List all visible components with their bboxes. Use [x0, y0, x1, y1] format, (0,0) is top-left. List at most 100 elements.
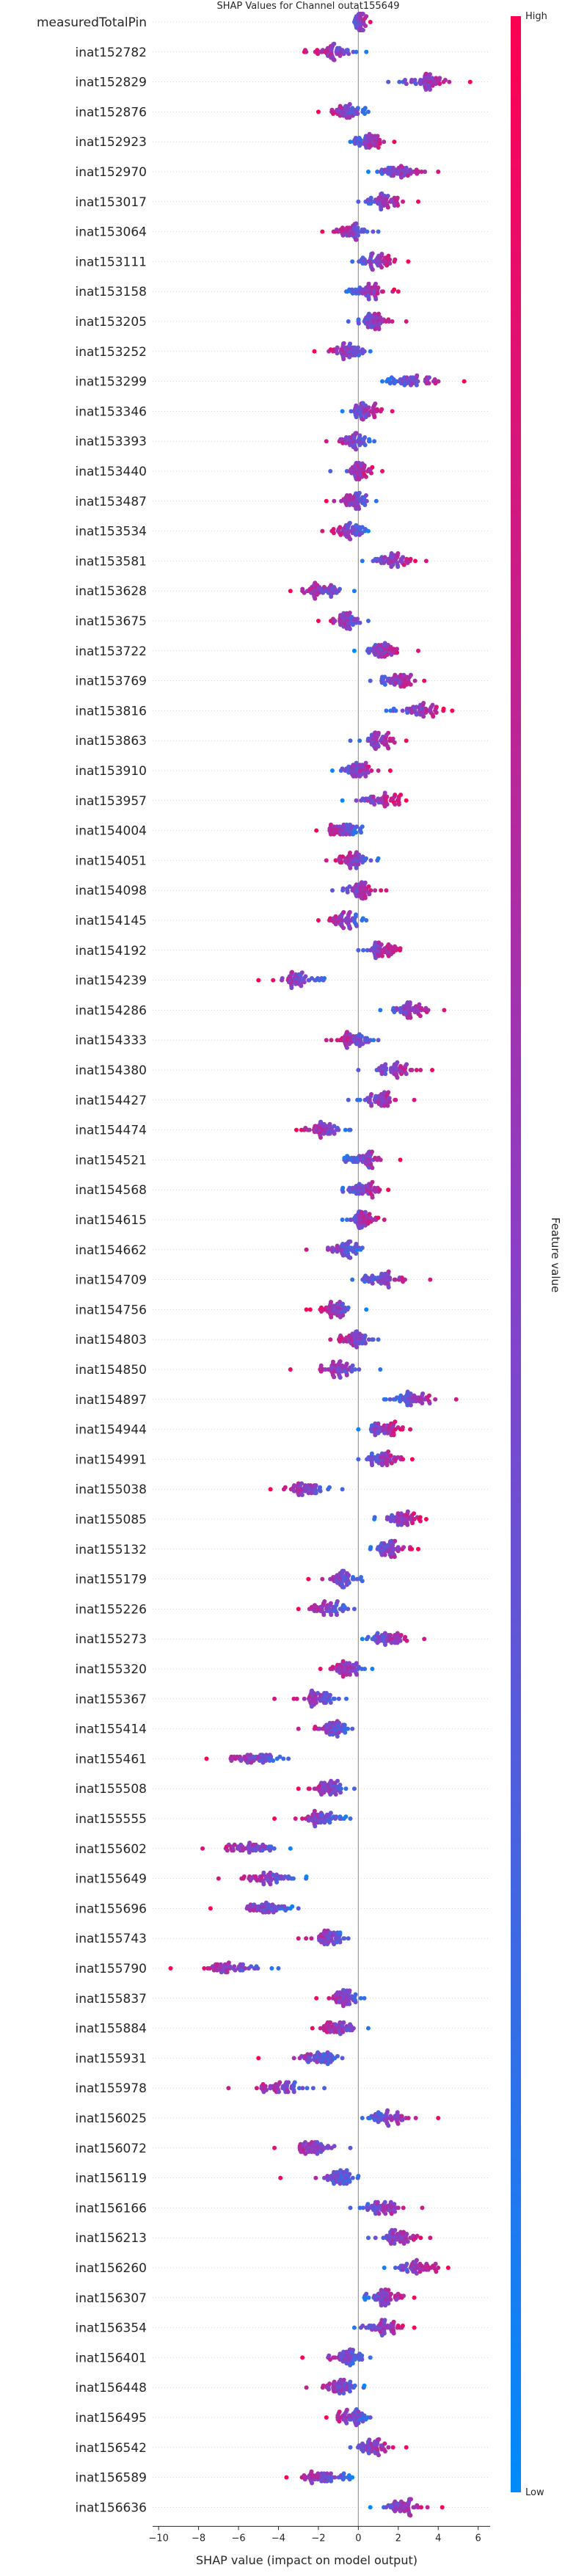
shap-point [364, 2291, 369, 2296]
feature-label: inat153487 [76, 495, 147, 509]
shap-point [363, 493, 368, 498]
shap-point [415, 2505, 420, 2510]
shap-point [346, 2473, 351, 2478]
shap-point [412, 78, 418, 82]
shap-point [414, 2271, 419, 2276]
shap-point [360, 1579, 365, 1584]
shap-point [415, 379, 420, 384]
shap-point [379, 407, 384, 412]
shap-point [321, 585, 327, 589]
shap-point [347, 1672, 352, 1677]
shap-point [344, 1372, 349, 1378]
feature-label: inat152876 [76, 105, 147, 120]
shap-point [316, 109, 321, 114]
shap-point [362, 349, 367, 354]
shap-point [389, 1460, 394, 1466]
shap-point [362, 880, 368, 885]
shap-point [387, 1397, 393, 1402]
shap-point [379, 888, 384, 893]
shap-point [401, 1545, 406, 1550]
shap-point [382, 674, 387, 680]
shap-point [286, 2080, 291, 2085]
shap-point [358, 137, 363, 142]
shap-point [386, 1090, 391, 1095]
shap-point [377, 141, 382, 146]
shap-point [385, 2108, 390, 2113]
shap-point [344, 1218, 349, 1222]
shap-point [388, 2114, 393, 2119]
shap-point [375, 291, 380, 296]
shap-point [318, 1667, 323, 1671]
shap-point [346, 1726, 350, 1731]
shap-point [401, 555, 406, 560]
shap-point [367, 2437, 372, 2442]
shap-point [392, 2202, 397, 2207]
shap-point [375, 170, 380, 174]
shap-point [350, 259, 355, 264]
shap-point [360, 854, 365, 859]
shap-point [383, 2211, 388, 2216]
shap-point [348, 738, 353, 743]
feature-label: inat154897 [76, 1393, 147, 1408]
shap-point [405, 2239, 410, 2244]
feature-label: inat156260 [76, 2261, 147, 2276]
shap-point [359, 830, 364, 835]
shap-point [376, 768, 381, 773]
feature-label: inat153158 [76, 285, 147, 299]
shap-point [437, 76, 442, 81]
shap-point [308, 2052, 313, 2057]
shap-point [387, 261, 393, 266]
shap-point [417, 1002, 422, 1007]
feature-label: inat153299 [76, 375, 147, 390]
shap-point [404, 798, 409, 803]
shap-point [440, 2505, 445, 2510]
shap-point [310, 2481, 315, 2486]
shap-point [404, 2232, 409, 2236]
shap-point [366, 884, 371, 889]
shap-point [346, 1573, 351, 1578]
shap-point [377, 1187, 382, 1193]
chart-title: SHAP Values for Channel outat155649 [217, 1, 400, 12]
shap-point [370, 1667, 375, 1671]
shap-point [365, 1036, 370, 1041]
shap-point [388, 1453, 393, 1458]
shap-point [382, 1631, 387, 1636]
shap-point [233, 1968, 238, 1973]
shap-point [395, 2205, 401, 2211]
shap-point [332, 2355, 338, 2360]
shap-point [368, 201, 373, 206]
shap-point [347, 2172, 352, 2177]
shap-point [320, 1576, 325, 1582]
shap-point [256, 2056, 261, 2061]
shap-point [341, 910, 346, 914]
shap-point [356, 2420, 361, 2426]
shap-point [347, 520, 352, 525]
shap-point [403, 78, 408, 82]
shap-point [382, 790, 387, 796]
shap-point [387, 319, 392, 324]
shap-point [332, 57, 337, 62]
shap-point [393, 257, 398, 262]
shap-point [362, 2413, 367, 2418]
feature-label: inat156636 [76, 2500, 147, 2515]
shap-point [354, 1345, 360, 1350]
shap-point [360, 916, 365, 921]
shap-point [340, 1487, 345, 1492]
shap-point [342, 1722, 347, 1728]
feature-label: inat156401 [76, 2351, 147, 2365]
shap-point [352, 2383, 357, 2388]
shap-point [408, 2497, 413, 2502]
shap-point [329, 594, 334, 599]
shap-point [328, 469, 333, 473]
shap-point [447, 79, 452, 84]
shap-point [263, 2084, 268, 2089]
shap-point [427, 1401, 432, 1405]
shap-point [310, 2026, 315, 2031]
shap-point [354, 415, 359, 420]
shap-point [418, 2235, 423, 2241]
shap-point [272, 1696, 277, 1701]
shap-point [348, 139, 353, 145]
shap-point [338, 2181, 343, 2186]
shap-point [384, 1066, 389, 1071]
feature-label: inat155132 [76, 1543, 147, 1557]
